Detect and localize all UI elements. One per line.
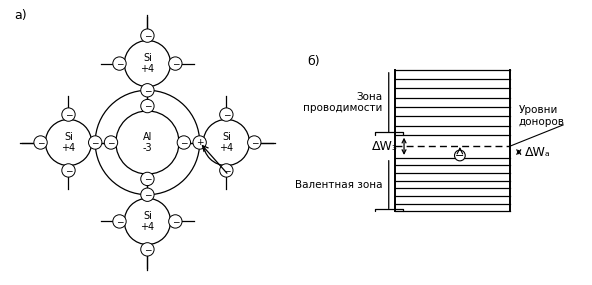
Circle shape [46,119,92,166]
Circle shape [220,164,233,177]
Text: +: + [196,138,204,147]
Circle shape [141,99,154,113]
Text: −: − [180,138,188,147]
Circle shape [104,136,118,149]
Circle shape [116,111,179,174]
Text: Валентная зона: Валентная зона [295,180,382,190]
Text: ΔWₐ: ΔWₐ [525,146,551,158]
Text: −: − [144,245,151,254]
Circle shape [34,136,47,149]
Circle shape [141,29,154,42]
Text: Уровни
доноров: Уровни доноров [519,105,565,127]
Circle shape [220,108,233,121]
Text: Al
-3: Al -3 [143,132,152,153]
Circle shape [169,57,182,70]
Text: −: − [223,166,230,175]
Text: Si
+4: Si +4 [140,53,155,74]
Text: −: − [250,138,258,147]
Text: б): б) [307,54,320,68]
Circle shape [203,119,249,166]
Text: −: − [144,190,151,199]
Circle shape [113,57,126,70]
Text: −: − [65,166,72,175]
Text: Si
+4: Si +4 [219,132,233,153]
Circle shape [124,40,170,87]
Text: −: − [455,150,465,160]
Circle shape [177,136,191,149]
Text: −: − [144,86,151,95]
Circle shape [141,188,154,201]
Text: −: − [172,59,179,68]
Circle shape [455,150,465,161]
Circle shape [141,172,154,186]
Text: −: − [144,31,151,40]
Text: −: − [144,101,151,111]
Circle shape [89,136,102,149]
Text: −: − [37,138,44,147]
Text: −: − [144,174,151,184]
Text: −: − [65,110,72,119]
Text: −: − [91,138,99,147]
Circle shape [113,215,126,228]
Text: −: − [223,110,230,119]
Text: −: − [116,59,123,68]
Circle shape [169,215,182,228]
Text: Si
+4: Si +4 [140,211,155,232]
Circle shape [193,136,207,149]
Circle shape [141,84,154,97]
Circle shape [124,198,170,245]
Text: −: − [172,217,179,226]
Text: Зона
проводимости: Зона проводимости [303,91,382,113]
Circle shape [247,136,261,149]
Text: Si
+4: Si +4 [62,132,76,153]
Text: а): а) [14,9,27,22]
Circle shape [62,164,75,177]
Text: −: − [107,138,115,147]
Text: −: − [116,217,123,226]
Text: ΔW₃: ΔW₃ [372,140,398,153]
Circle shape [62,108,75,121]
Circle shape [141,243,154,256]
